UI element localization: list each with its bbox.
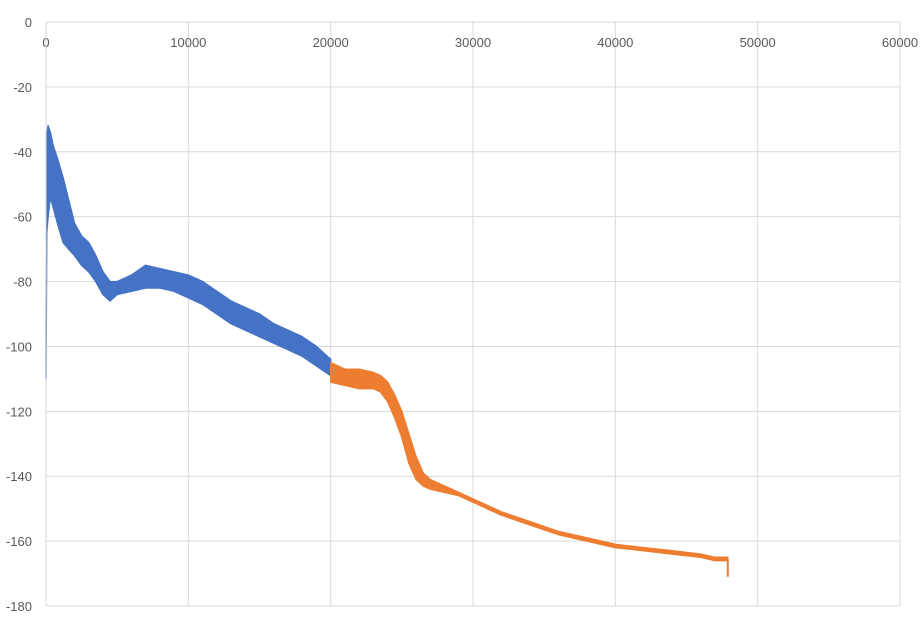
y-tick-label: 0 [25, 15, 32, 30]
y-tick-label: -20 [13, 80, 32, 95]
y-tick-label: -140 [6, 469, 32, 484]
series-2 [329, 361, 729, 577]
x-tick-label: 60000 [882, 35, 918, 50]
x-tick-label: 20000 [313, 35, 349, 50]
x-tick-label: 50000 [740, 35, 776, 50]
series-trace [330, 362, 729, 562]
x-tick-label: 40000 [597, 35, 633, 50]
y-tick-label: -80 [13, 275, 32, 290]
gridlines [45, 21, 901, 607]
y-tick-label: -100 [6, 339, 32, 354]
axes: 0-20-40-60-80-100-120-140-160-1800100002… [6, 15, 918, 614]
y-tick-label: -40 [13, 145, 32, 160]
y-tick-label: -180 [6, 599, 32, 614]
series-layer [45, 125, 729, 577]
y-tick-label: -160 [6, 534, 32, 549]
x-tick-label: 10000 [170, 35, 206, 50]
series-trace [45, 132, 332, 373]
y-tick-label: -120 [6, 404, 32, 419]
y-tick-label: -60 [13, 210, 32, 225]
x-tick-label: 30000 [455, 35, 491, 50]
